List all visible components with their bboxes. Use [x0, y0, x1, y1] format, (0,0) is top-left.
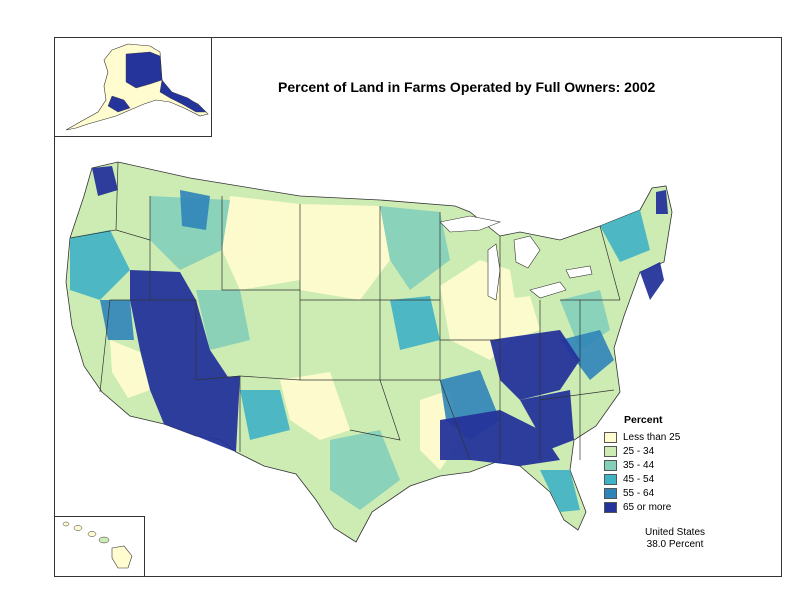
legend-label: 25 - 34	[623, 445, 655, 457]
legend-label: 45 - 54	[623, 473, 655, 485]
legend-swatch	[604, 501, 617, 513]
us-summary: United States 38.0 Percent	[620, 527, 730, 551]
legend-label: 65 or more	[623, 501, 672, 513]
state-boundaries	[69, 161, 621, 461]
legend-swatch	[604, 473, 617, 485]
legend-swatch	[604, 445, 617, 457]
legend-item: 35 - 44	[604, 458, 680, 472]
legend-swatch	[604, 487, 617, 499]
legend-item: Less than 25	[604, 430, 680, 444]
county-class-35-44	[150, 196, 610, 510]
us-summary-label: United States	[644, 527, 706, 538]
legend-item: 65 or more	[604, 500, 680, 514]
alaska-shape	[65, 43, 209, 131]
alaska-inset-frame	[54, 37, 212, 137]
legend-title: Percent	[624, 414, 663, 426]
map-legend: Percent Less than 25 25 - 34 35 - 44 45 …	[604, 414, 680, 514]
legend-item: 55 - 64	[604, 486, 680, 500]
legend-swatch	[604, 431, 617, 443]
legend-item: 45 - 54	[604, 472, 680, 486]
us-summary-value: 38.0 Percent	[646, 539, 704, 550]
legend-label: 55 - 64	[623, 487, 655, 499]
hawaii-inset-frame	[54, 516, 145, 577]
legend-item: 25 - 34	[604, 444, 680, 458]
hawaii-shape	[62, 521, 133, 569]
map-title: Percent of Land in Farms Operated by Ful…	[278, 79, 656, 95]
legend-label: Less than 25	[623, 431, 681, 443]
great-lakes	[439, 215, 593, 301]
legend-label: 35 - 44	[623, 459, 655, 471]
county-class-65-or-more	[92, 166, 668, 466]
legend-swatch	[604, 459, 617, 471]
county-class-45-54	[70, 210, 650, 512]
map-frame	[54, 37, 782, 577]
